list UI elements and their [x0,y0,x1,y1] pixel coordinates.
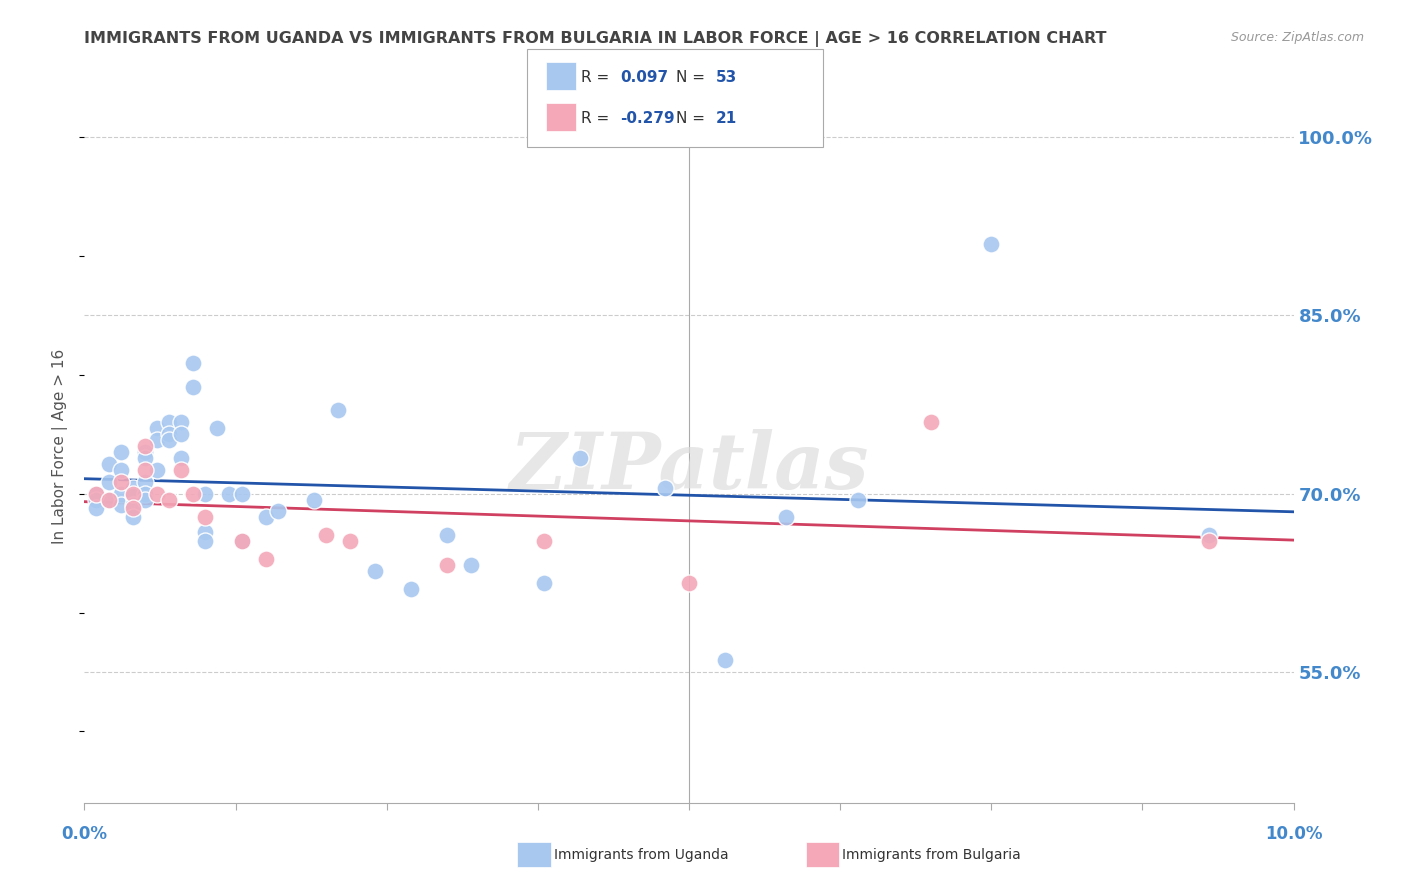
Text: 21: 21 [716,112,737,126]
Point [121,510,143,524]
Text: R =: R = [581,70,614,85]
Point [110,445,132,459]
Text: 0.097: 0.097 [620,70,668,85]
Point [134,445,156,459]
Text: Immigrants from Uganda: Immigrants from Uganda [554,847,728,862]
Point [339,534,361,549]
Point [436,528,458,542]
Point [181,486,204,500]
Point [170,463,193,477]
Point [194,486,217,500]
Point [121,486,143,500]
Point [714,653,737,667]
Point [134,486,156,500]
Point [194,524,217,539]
Point [134,492,156,507]
Point [86,492,108,507]
Text: ZIPatlas: ZIPatlas [509,429,869,506]
Point [146,433,169,447]
Text: N =: N = [676,112,710,126]
Point [157,492,180,507]
Point [181,379,204,393]
Point [157,427,180,442]
Point [302,492,325,507]
Point [328,403,350,417]
Point [134,475,156,489]
Point [157,433,180,447]
Point [146,463,169,477]
Text: Source: ZipAtlas.com: Source: ZipAtlas.com [1230,31,1364,45]
Point [254,552,277,566]
Point [654,481,676,495]
Point [533,575,555,590]
Point [110,499,132,513]
Point [86,486,108,500]
Point [157,415,180,429]
Point [97,457,120,471]
Point [121,499,143,513]
Point [110,475,132,489]
Point [775,510,797,524]
Text: 0.0%: 0.0% [62,825,107,843]
Point [436,558,458,572]
Y-axis label: In Labor Force | Age > 16: In Labor Force | Age > 16 [52,349,69,543]
Point [1198,528,1220,542]
Point [846,492,869,507]
Point [134,463,156,477]
Point [121,481,143,495]
Point [1198,534,1220,549]
Text: IMMIGRANTS FROM UGANDA VS IMMIGRANTS FROM BULGARIA IN LABOR FORCE | AGE > 16 COR: IMMIGRANTS FROM UGANDA VS IMMIGRANTS FRO… [84,31,1107,47]
Text: -0.279: -0.279 [620,112,675,126]
Point [194,534,217,549]
Text: R =: R = [581,112,614,126]
Point [97,475,120,489]
Point [86,486,108,500]
Point [315,528,337,542]
Point [363,564,385,578]
Point [920,415,942,429]
Point [146,421,169,435]
Point [121,500,143,515]
Point [399,582,422,596]
Point [170,450,193,465]
Point [194,510,217,524]
Point [110,486,132,500]
Text: 53: 53 [716,70,737,85]
Point [267,504,290,518]
Point [569,450,592,465]
Point [254,510,277,524]
Point [134,450,156,465]
Point [86,500,108,515]
Point [170,415,193,429]
Point [97,492,120,507]
Point [110,463,132,477]
Point [134,439,156,453]
Text: 10.0%: 10.0% [1265,825,1322,843]
Point [181,356,204,370]
Point [678,575,700,590]
Point [146,486,169,500]
Point [121,489,143,503]
Point [980,236,1002,251]
Point [460,558,482,572]
Point [97,492,120,507]
Point [170,427,193,442]
Point [231,534,253,549]
Text: Immigrants from Bulgaria: Immigrants from Bulgaria [842,847,1021,862]
Point [231,486,253,500]
Point [533,534,555,549]
Point [207,421,229,435]
Point [231,534,253,549]
Text: N =: N = [676,70,710,85]
Point [218,486,240,500]
